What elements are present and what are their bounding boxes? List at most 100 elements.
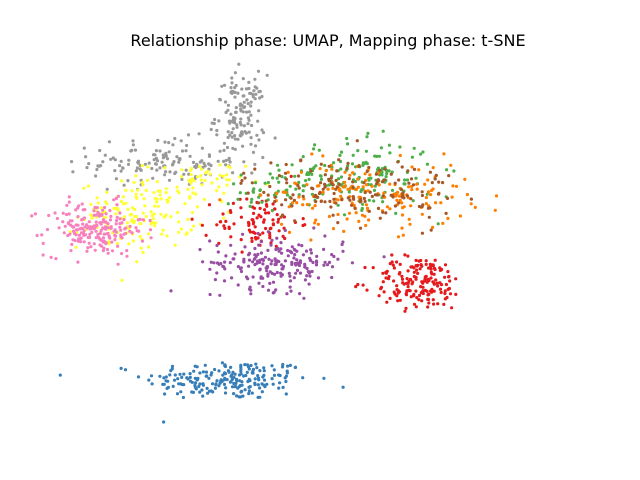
point-blue	[210, 371, 214, 375]
point-pink	[113, 228, 117, 232]
point-purple	[322, 247, 326, 251]
point-purple	[268, 270, 272, 274]
point-purple	[266, 248, 270, 252]
point-brown	[437, 180, 441, 184]
point-gray	[178, 157, 182, 161]
point-red	[229, 235, 233, 239]
point-gray	[236, 91, 240, 95]
point-gray	[160, 160, 164, 164]
point-red	[431, 298, 435, 302]
point-gray	[249, 104, 253, 108]
point-purple	[323, 260, 327, 264]
point-brown	[250, 181, 254, 185]
point-purple	[285, 292, 289, 296]
point-purple	[301, 253, 305, 257]
point-blue	[220, 361, 224, 365]
point-blue	[237, 395, 241, 399]
point-blue	[250, 391, 254, 395]
point-gray	[230, 81, 234, 85]
point-brown	[420, 231, 424, 235]
point-brown	[292, 198, 296, 202]
point-orange	[326, 187, 330, 191]
point-pink	[108, 218, 113, 222]
point-yellow	[217, 185, 221, 189]
point-yellow	[146, 178, 150, 182]
point-pink	[100, 212, 104, 217]
point-orange	[321, 154, 325, 158]
point-gray	[202, 161, 206, 165]
point-pink	[76, 260, 80, 264]
point-pink	[95, 206, 99, 210]
point-red	[363, 265, 367, 270]
point-green	[360, 206, 364, 211]
point-red	[224, 219, 228, 223]
point-gray	[234, 110, 238, 114]
point-brown	[253, 167, 257, 171]
point-yellow	[199, 174, 203, 178]
point-blue	[200, 388, 204, 392]
point-yellow	[138, 234, 142, 239]
point-blue	[249, 363, 253, 368]
point-red	[204, 233, 208, 237]
point-brown	[358, 226, 363, 230]
point-orange	[316, 222, 320, 226]
point-purple	[251, 275, 255, 279]
point-gray	[121, 166, 125, 170]
point-orange	[431, 187, 435, 191]
point-yellow	[131, 239, 135, 243]
point-brown	[353, 206, 357, 210]
point-gray	[233, 134, 237, 138]
point-green	[379, 146, 383, 150]
point-blue	[222, 382, 227, 386]
point-purple	[272, 290, 276, 294]
point-pink	[96, 210, 100, 214]
point-purple	[303, 262, 307, 266]
point-yellow	[156, 204, 160, 208]
point-orange	[368, 173, 372, 177]
point-yellow	[186, 217, 190, 222]
point-gray	[257, 138, 261, 142]
point-gray	[96, 164, 100, 168]
point-blue	[262, 369, 266, 373]
point-red	[412, 266, 416, 270]
point-brown	[329, 176, 333, 180]
point-red	[255, 216, 259, 220]
point-blue	[246, 379, 250, 384]
point-orange	[347, 211, 352, 215]
point-pink	[98, 221, 102, 225]
point-red	[250, 239, 254, 243]
point-gray	[167, 141, 171, 145]
point-brown	[301, 194, 305, 198]
point-gray	[84, 155, 88, 159]
point-purple	[248, 285, 252, 289]
point-blue	[198, 371, 202, 375]
point-green	[263, 181, 267, 185]
point-blue	[286, 364, 290, 368]
point-green	[338, 153, 342, 157]
point-brown	[335, 185, 339, 189]
point-orange	[493, 208, 497, 212]
point-yellow	[190, 177, 195, 181]
point-blue	[262, 373, 266, 377]
point-orange	[301, 203, 305, 207]
point-yellow	[125, 221, 130, 225]
point-brown	[444, 211, 448, 215]
point-gray	[226, 135, 230, 140]
point-brown	[393, 204, 397, 208]
point-gray	[233, 95, 237, 99]
point-yellow	[163, 166, 167, 170]
point-gray	[133, 148, 138, 152]
point-gray	[87, 162, 91, 166]
point-purple	[341, 249, 345, 253]
point-gray	[164, 170, 168, 174]
point-blue	[204, 370, 209, 374]
point-gray	[224, 163, 228, 167]
point-red	[417, 259, 421, 263]
point-blue	[322, 376, 326, 380]
chart-title: Relationship phase: UMAP, Mapping phase:…	[130, 31, 526, 50]
point-blue	[241, 394, 245, 398]
point-red	[239, 238, 243, 242]
point-pink	[101, 218, 105, 222]
point-gray	[163, 173, 167, 177]
